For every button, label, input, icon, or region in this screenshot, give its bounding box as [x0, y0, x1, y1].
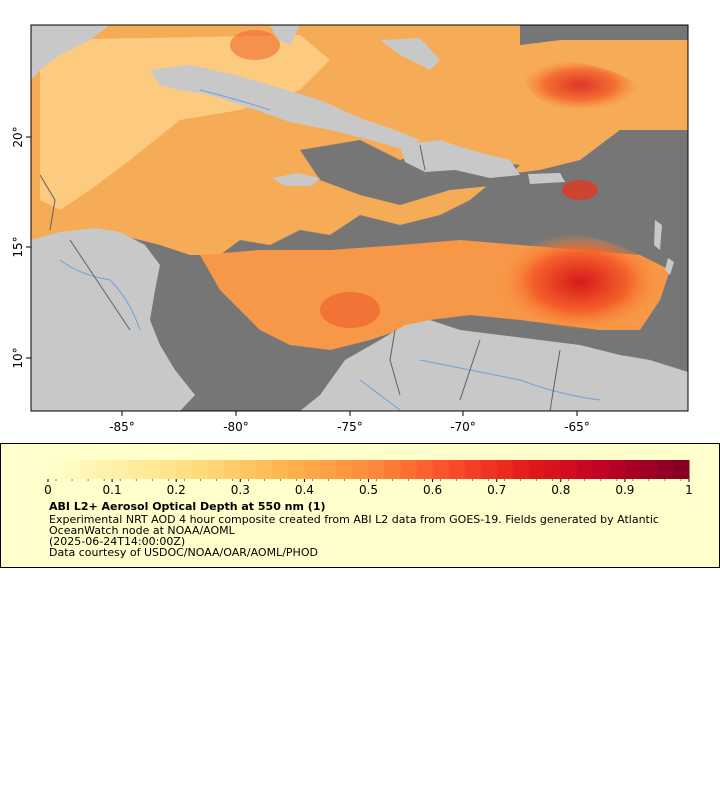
- colorbar-tick-label: 0.4: [295, 483, 314, 494]
- colorbar-cell: [80, 460, 97, 479]
- colorbar-tick-label: 0.2: [167, 483, 186, 494]
- colorbar-cell: [528, 460, 546, 479]
- legend-panel: 0 0.1 0.2 0.3 0.4 0.5 0.6 0.7 0.8 0.9 1 ABI L2+ Ae…: [0, 443, 720, 568]
- colorbar-cell: [576, 460, 594, 479]
- land-bahamas: [380, 38, 440, 70]
- colorbar-cell: [544, 460, 562, 479]
- rivers: [59, 89, 601, 411]
- colorbar-tick-label: 0: [44, 483, 52, 494]
- no-data-gap: [520, 25, 688, 45]
- no-data-gap: [300, 140, 520, 205]
- map-figure: -85° -80° -75° -70° -65° 20° 15° 10°: [11, 24, 689, 434]
- colorbar-tick-label: 0.7: [487, 483, 506, 494]
- colorbar-cell: [48, 460, 65, 479]
- longitude-axis: -85° -80° -75° -70° -65°: [109, 411, 590, 434]
- colorbar-cell: [656, 460, 674, 479]
- aod-hotspot-small: [230, 30, 280, 60]
- legend-title: ABI L2+ Aerosol Optical Depth at 550 nm …: [49, 500, 326, 513]
- colorbar-cell: [336, 460, 353, 479]
- colorbar-cell: [272, 460, 289, 479]
- colorbar-cell: [624, 460, 642, 479]
- colorbar-cell: [464, 460, 482, 479]
- colorbar-ticks: 0 0.1 0.2 0.3 0.4 0.5 0.6 0.7 0.8 0.9 1: [44, 479, 693, 494]
- lat-tick-label: 20°: [11, 126, 25, 147]
- colorbar-cell: [128, 460, 145, 479]
- lon-tick-label: -65°: [564, 420, 590, 434]
- latitude-axis: 20° 15° 10°: [11, 126, 31, 369]
- land-yucatan: [31, 25, 110, 80]
- land-jamaica: [272, 173, 320, 186]
- colorbar-cell: [352, 460, 369, 479]
- colorbar-cell: [208, 460, 225, 479]
- colorbar-cell: [288, 460, 305, 479]
- colorbar-tick-label: 0.3: [231, 483, 250, 494]
- colorbar-cell: [112, 460, 129, 479]
- colorbar-cell: [384, 460, 402, 479]
- map-frame: [30, 24, 689, 412]
- colorbar-cell: [608, 460, 626, 479]
- aod-hotspot-small: [320, 292, 380, 328]
- legend-description-cont: OceanWatch node at NOAA/AOML: [49, 524, 235, 537]
- aod-hotspot-east: [500, 233, 660, 331]
- colorbar-cells: [48, 460, 690, 479]
- colorbar-cell: [304, 460, 321, 479]
- colorbar-cell: [96, 460, 113, 479]
- colorbar-cell: [640, 460, 658, 479]
- colorbar-cell: [240, 460, 257, 479]
- lon-tick-label: -85°: [109, 420, 135, 434]
- colorbar-cell: [512, 460, 530, 479]
- colorbar-cell: [320, 460, 337, 479]
- colorbar-tick-label: 1: [685, 483, 693, 494]
- colorbar-cell: [448, 460, 466, 479]
- aod-hotspot-north: [520, 59, 640, 111]
- colorbar-cell: [480, 460, 498, 479]
- lat-tick-label: 15°: [11, 236, 25, 257]
- colorbar-cell: [368, 460, 386, 479]
- lon-tick-label: -75°: [337, 420, 363, 434]
- colorbar-cell: [496, 460, 514, 479]
- colorbar-cell: [672, 460, 690, 479]
- colorbar-cell: [144, 460, 161, 479]
- aod-hotspot-small: [562, 180, 598, 200]
- aod-field-north-light: [40, 35, 330, 210]
- colorbar-tick-label: 0.9: [615, 483, 634, 494]
- colorbar-cell: [560, 460, 578, 479]
- lon-tick-label: -70°: [450, 420, 476, 434]
- land-central-america: [31, 228, 195, 411]
- colorbar-cell: [416, 460, 434, 479]
- colorbar-cell: [160, 460, 177, 479]
- colorbar-tick-label: 0.5: [359, 483, 378, 494]
- lat-tick-label: 10°: [11, 347, 25, 368]
- colorbar-cell: [224, 460, 241, 479]
- colorbar-cell: [256, 460, 273, 479]
- colorbar-cell: [192, 460, 209, 479]
- colorbar-cell: [432, 460, 450, 479]
- colorbar-cell: [176, 460, 193, 479]
- lon-tick-label: -80°: [223, 420, 249, 434]
- land-hispaniola: [400, 140, 520, 178]
- map-area: [31, 25, 688, 411]
- land-lesser-antilles: [654, 220, 674, 275]
- legend-date: (2025-06-24T14:00:00Z): [49, 535, 186, 548]
- colorbar-tick-label: 0.6: [423, 483, 442, 494]
- borders: [39, 144, 561, 411]
- legend-description: Experimental NRT AOD 4 hour composite cr…: [49, 513, 659, 526]
- colorbar-tick-label: 0.8: [551, 483, 570, 494]
- legend-credit: Data courtesy of USDOC/NOAA/OAR/AOML/PHO…: [49, 546, 318, 559]
- land-florida: [270, 25, 300, 45]
- colorbar-cell: [64, 460, 81, 479]
- colorbar-cell: [400, 460, 418, 479]
- colorbar: 0 0.1 0.2 0.3 0.4 0.5 0.6 0.7 0.8 0.9 1: [44, 460, 693, 494]
- colorbar-tick-label: 0.1: [103, 483, 122, 494]
- land-puerto-rico: [528, 173, 565, 184]
- land-south-america: [300, 320, 688, 411]
- land-cuba: [150, 65, 420, 150]
- colorbar-cell: [592, 460, 610, 479]
